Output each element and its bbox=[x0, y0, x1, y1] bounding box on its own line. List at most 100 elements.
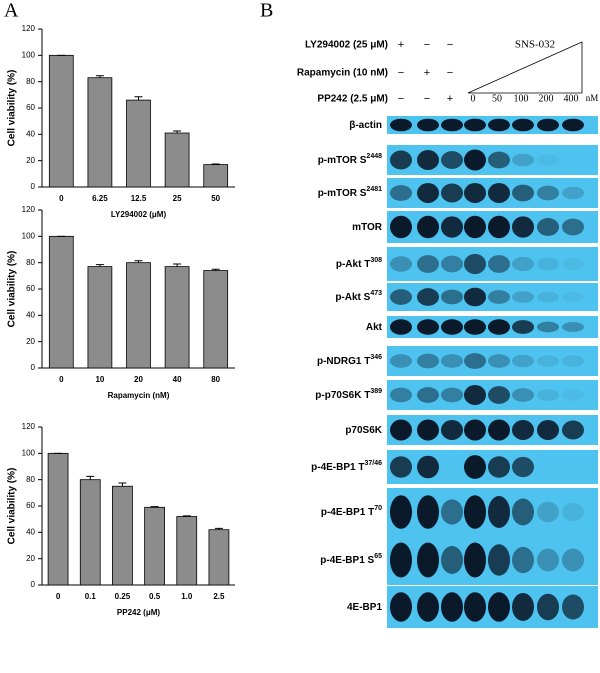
error-bar bbox=[211, 268, 220, 271]
band bbox=[464, 419, 486, 441]
band bbox=[488, 386, 510, 404]
blot-label: mTOR bbox=[352, 222, 383, 233]
x-tick-label: 6.25 bbox=[92, 194, 108, 203]
blot-name: p-4E-BP1 T bbox=[321, 507, 374, 518]
x-tick-label: 1.0 bbox=[181, 592, 193, 601]
band bbox=[417, 215, 439, 239]
blot-sup: 70 bbox=[374, 505, 382, 512]
band bbox=[488, 290, 510, 304]
x-tick-label: 0 bbox=[59, 194, 64, 203]
treatment-sign: + bbox=[447, 93, 453, 105]
band bbox=[417, 319, 439, 335]
y-tick-label: 80 bbox=[26, 258, 35, 267]
band bbox=[464, 353, 486, 369]
band bbox=[441, 420, 463, 440]
band bbox=[464, 287, 486, 307]
blot-label: Akt bbox=[366, 322, 383, 333]
y-tick-label: 40 bbox=[26, 310, 35, 319]
panel-label: A bbox=[4, 0, 19, 22]
blot-name: mTOR bbox=[352, 222, 383, 233]
treatment-sign: + bbox=[424, 67, 430, 79]
band bbox=[537, 291, 559, 303]
band bbox=[537, 501, 559, 523]
bar bbox=[87, 77, 113, 188]
band bbox=[464, 253, 486, 275]
y-tick-label: 120 bbox=[22, 24, 36, 33]
band bbox=[390, 495, 412, 529]
error-bar bbox=[182, 515, 191, 517]
x-tick-label: 25 bbox=[173, 194, 182, 203]
x-tick-label: 20 bbox=[134, 375, 143, 384]
bar bbox=[48, 54, 74, 188]
x-tick-label: 50 bbox=[211, 194, 220, 203]
blot-label: p-Akt S473 bbox=[335, 290, 382, 303]
error-bar bbox=[214, 527, 223, 530]
blot-name: p70S6K bbox=[345, 425, 382, 436]
band bbox=[390, 456, 412, 478]
band bbox=[512, 456, 534, 478]
bar bbox=[79, 479, 101, 586]
band bbox=[417, 183, 439, 203]
x-tick-label: 0 bbox=[56, 592, 61, 601]
bar bbox=[164, 266, 190, 369]
blot-label: p-mTOR S2448 bbox=[318, 153, 382, 166]
band bbox=[512, 291, 534, 303]
error-bar bbox=[150, 506, 159, 508]
bar bbox=[176, 516, 198, 586]
band bbox=[417, 118, 439, 132]
band bbox=[512, 498, 534, 526]
band bbox=[417, 150, 439, 170]
dose-label: 200 bbox=[539, 93, 554, 104]
band bbox=[417, 387, 439, 403]
band bbox=[390, 256, 412, 272]
band bbox=[390, 419, 412, 441]
blot-label: p-p70S6K T389 bbox=[315, 388, 382, 401]
band bbox=[417, 353, 439, 369]
y-axis-label: Cell viability (%) bbox=[7, 468, 18, 545]
bar bbox=[208, 529, 230, 586]
band bbox=[512, 593, 534, 621]
x-axis-label: PP242 (μM) bbox=[117, 608, 160, 617]
band bbox=[390, 542, 412, 578]
band bbox=[390, 592, 412, 622]
band bbox=[537, 185, 559, 201]
blot-name: Akt bbox=[366, 322, 383, 333]
band bbox=[464, 542, 486, 578]
blot-name: p-Akt S bbox=[335, 292, 370, 303]
x-tick-label: 0.1 bbox=[85, 592, 97, 601]
band bbox=[441, 499, 463, 525]
blot-name: p-4E-BP1 S bbox=[320, 555, 374, 566]
treatment-sign: − bbox=[398, 67, 404, 79]
error-bar bbox=[134, 260, 143, 263]
bar bbox=[203, 270, 229, 369]
band bbox=[441, 354, 463, 368]
y-tick-label: 60 bbox=[26, 284, 35, 293]
treatment-sign: − bbox=[447, 67, 453, 79]
bar bbox=[144, 506, 165, 586]
band bbox=[417, 495, 439, 529]
band bbox=[488, 118, 510, 132]
band bbox=[537, 154, 559, 166]
band bbox=[464, 592, 486, 622]
band bbox=[417, 288, 439, 306]
band bbox=[537, 257, 559, 271]
dose-label: 100 bbox=[514, 93, 529, 104]
x-tick-label: 12.5 bbox=[131, 194, 147, 203]
error-bar bbox=[173, 130, 182, 134]
band bbox=[417, 255, 439, 273]
error-bar bbox=[211, 163, 220, 165]
band bbox=[488, 592, 510, 622]
band bbox=[390, 354, 412, 368]
band bbox=[562, 420, 584, 440]
band bbox=[488, 419, 510, 441]
band bbox=[464, 215, 486, 239]
y-axis-label: Cell viability (%) bbox=[7, 251, 18, 328]
error-bar bbox=[134, 96, 143, 101]
band bbox=[441, 319, 463, 335]
band bbox=[488, 183, 510, 203]
blot-sup: 473 bbox=[370, 290, 382, 297]
band bbox=[537, 355, 559, 367]
band bbox=[441, 592, 463, 622]
band bbox=[562, 321, 584, 333]
